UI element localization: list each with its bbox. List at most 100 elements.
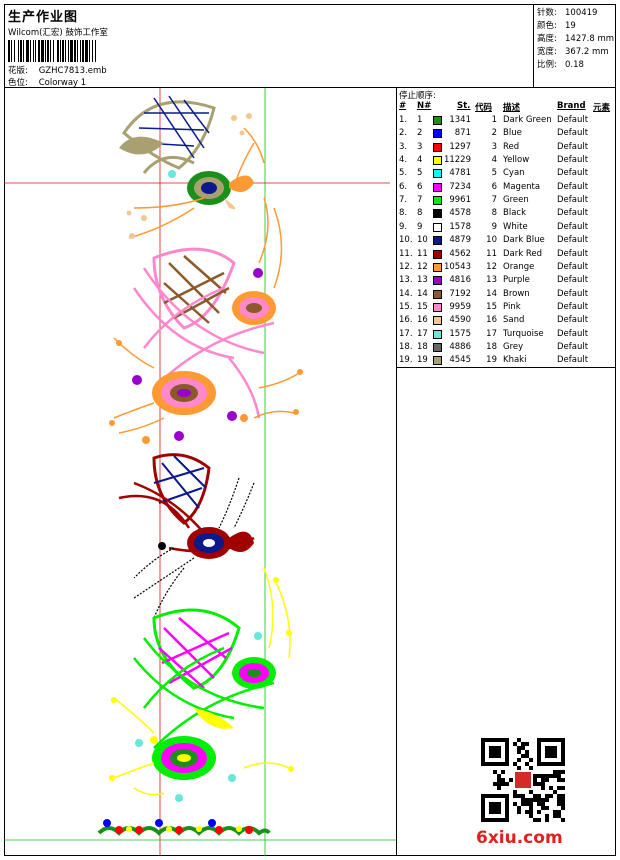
color-row: 7. 7 9961 7 Green Default	[397, 195, 616, 208]
row-brand: Default	[557, 195, 589, 206]
motif-pink	[109, 247, 303, 444]
row-brand: Default	[557, 155, 589, 166]
stat-width-label: 宽度:	[537, 47, 557, 57]
row-description: Purple	[503, 275, 530, 286]
row-needle: 8	[417, 208, 423, 219]
barcode-bar	[26, 40, 29, 62]
row-stitches: 1575	[449, 328, 471, 339]
row-description: Brown	[503, 288, 530, 299]
stat-height-label: 高度:	[537, 34, 557, 44]
barcode-bar	[24, 40, 26, 62]
color-row: 14. 14 7192 14 Brown Default	[397, 289, 616, 302]
barcode-bar	[61, 40, 62, 62]
row-stitches: 1578	[449, 221, 471, 232]
barcode-bar	[84, 40, 85, 62]
barcode-bar	[34, 40, 35, 62]
row-needle: 10	[417, 235, 428, 246]
row-stitches: 9961	[449, 195, 471, 206]
row-code: 18	[486, 341, 497, 352]
row-index: 19.	[399, 355, 413, 366]
color-row: 9. 9 1578 9 White Default	[397, 222, 616, 235]
barcode-bar	[36, 40, 38, 62]
color-row: 10. 10 4879 10 Dark Blue Default	[397, 235, 616, 248]
barcode-bar	[77, 40, 78, 62]
motif-darkred	[118, 453, 255, 619]
barcode-bar	[74, 40, 76, 62]
row-code: 10	[486, 235, 497, 246]
barcode-bar	[68, 40, 69, 62]
barcode-bar	[11, 40, 12, 62]
row-stitches: 4816	[449, 275, 471, 286]
design-preview[interactable]	[4, 88, 397, 856]
barcode-bar	[60, 40, 61, 62]
pattern-label: 花版:	[8, 66, 28, 76]
row-stitches: 871	[454, 128, 471, 139]
barcode-bar	[96, 40, 97, 62]
stat-stitches-value: 100419	[565, 8, 598, 18]
row-stitches: 4879	[449, 235, 471, 246]
row-brand: Default	[557, 275, 589, 286]
color-row: 13. 13 4816 13 Purple Default	[397, 275, 616, 288]
watermark: 6xiu.com	[476, 828, 563, 848]
colorway-label: 色位:	[8, 78, 28, 88]
row-index: 18.	[399, 341, 413, 352]
color-row: 19. 19 4545 19 Khaki Default	[397, 355, 616, 368]
row-code: 14	[486, 288, 497, 299]
row-brand: Default	[557, 355, 589, 366]
row-needle: 4	[417, 155, 423, 166]
row-code: 6	[491, 181, 497, 192]
barcode-bar	[57, 40, 59, 62]
company-name: Wilcom(汇宏) 鼓饰工作室	[8, 28, 108, 38]
barcode-bar	[31, 40, 33, 62]
row-index: 11.	[399, 248, 413, 259]
row-index: 5.	[399, 168, 408, 179]
color-swatch	[433, 302, 442, 312]
qr-code[interactable]	[481, 738, 565, 822]
colorway-value: Colorway 1	[38, 78, 87, 88]
row-description: Dark Green	[503, 115, 552, 125]
sheet-frame	[4, 4, 616, 856]
barcode-bar	[73, 40, 74, 62]
pattern-row: 花版: GZHC7813.emb	[8, 64, 107, 76]
color-swatch	[433, 356, 442, 366]
color-row: 6. 6 7234 6 Magenta Default	[397, 182, 616, 195]
row-description: Red	[503, 141, 520, 152]
row-stitches: 4562	[449, 248, 471, 259]
color-swatch	[433, 182, 442, 192]
row-brand: Default	[557, 221, 589, 232]
row-description: Orange	[503, 261, 535, 272]
stat-height-value: 1427.8 mm	[565, 34, 615, 44]
row-stitches: 4545	[449, 355, 471, 366]
color-row: 5. 5 4781 5 Cyan Default	[397, 168, 616, 181]
row-description: Turquoise	[503, 328, 544, 339]
row-index: 12.	[399, 261, 413, 272]
header-panel: 生产作业图 Wilcom(汇宏) 鼓饰工作室 花版: GZHC7813.emb …	[4, 4, 534, 88]
color-row: 1. 1 1341 1 Dark Green Default	[397, 115, 616, 128]
color-row: 3. 3 1297 3 Red Default	[397, 142, 616, 155]
row-code: 16	[486, 315, 497, 326]
barcode-bar	[40, 40, 41, 62]
row-needle: 16	[417, 315, 428, 326]
row-needle: 2	[417, 128, 423, 139]
color-table-header: # N# St. 代码 描述 Brand 元素	[397, 101, 616, 113]
stat-width: 宽度: 367.2 mm	[537, 45, 609, 57]
row-description: White	[503, 221, 528, 232]
barcode-bar	[8, 40, 10, 62]
stat-scale-label: 比例:	[537, 60, 557, 70]
barcode-bar	[51, 40, 53, 62]
barcode-bar	[80, 40, 81, 62]
row-stitches: 4590	[449, 315, 471, 326]
row-stitches: 4886	[449, 341, 471, 352]
barcode-bar	[41, 40, 44, 62]
stat-scale-value: 0.18	[565, 60, 584, 70]
row-needle: 18	[417, 341, 428, 352]
row-needle: 9	[417, 221, 423, 232]
color-swatch	[433, 329, 442, 339]
color-swatch	[433, 129, 442, 139]
row-brand: Default	[557, 261, 589, 272]
row-description: Dark Blue	[503, 235, 545, 246]
row-brand: Default	[557, 248, 589, 259]
row-index: 10.	[399, 235, 413, 246]
barcode-bar	[15, 40, 18, 62]
pattern-value: GZHC7813.emb	[38, 66, 107, 76]
